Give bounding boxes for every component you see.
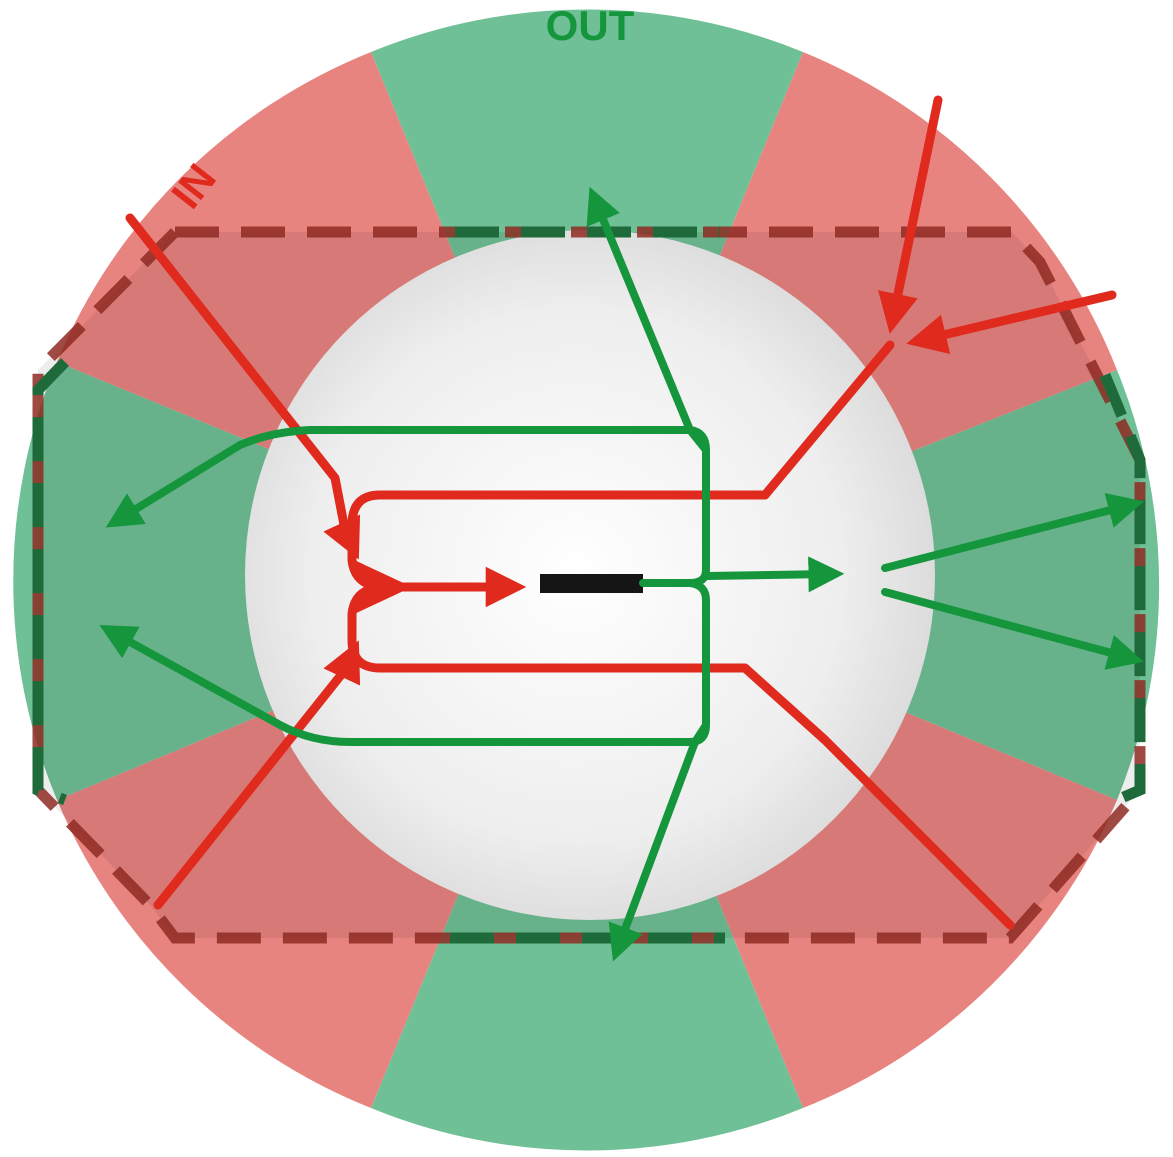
in-path-right-junction [760, 340, 895, 500]
out-path-right-upper [881, 492, 1144, 572]
out-label: OUT [546, 2, 635, 49]
center-bar [540, 574, 643, 593]
out-path-bottom [608, 721, 710, 962]
out-path-right-lower [881, 588, 1144, 670]
boundary-out-segment-left [32, 358, 69, 806]
out-path-mid-right [702, 556, 845, 593]
out-path-center-right [105, 426, 710, 587]
dashed-boundary [32, 226, 1146, 944]
in-paths [125, 95, 1117, 930]
in-path-bottom-left [153, 640, 361, 910]
in-path-top-right-2 [906, 290, 1117, 355]
out-path-top [586, 186, 710, 454]
in-path-top-right-1 [878, 95, 943, 334]
out-paths [99, 186, 1144, 962]
in-merge-arrowhead [350, 558, 412, 616]
